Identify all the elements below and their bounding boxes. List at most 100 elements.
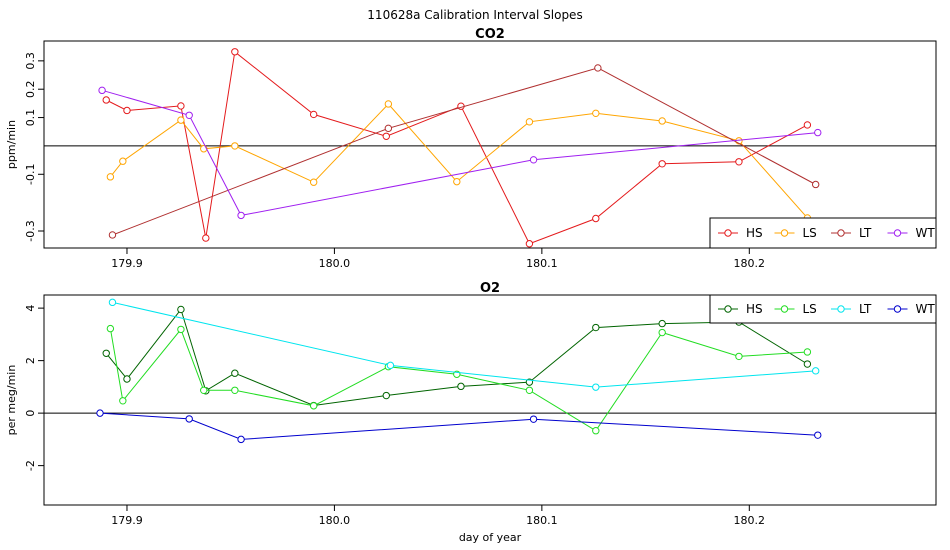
y-tick-label: -0.1 — [24, 164, 37, 185]
y-tick-label: 2 — [24, 357, 37, 364]
legend-label: LT — [859, 226, 872, 240]
data-point — [202, 234, 210, 242]
data-point — [106, 173, 115, 181]
series-lt — [108, 298, 820, 391]
series-ls — [106, 324, 812, 435]
data-point — [803, 121, 812, 129]
data-point — [237, 211, 245, 220]
data-point — [594, 64, 602, 72]
data-point — [592, 214, 600, 223]
data-point — [658, 328, 666, 337]
x-tick-label: 180.0 — [319, 514, 351, 527]
data-point — [177, 305, 185, 314]
data-point — [200, 145, 208, 153]
series-wt — [96, 409, 822, 444]
data-point — [123, 106, 131, 115]
data-point — [185, 111, 193, 119]
data-point — [106, 324, 115, 333]
data-point — [525, 118, 534, 126]
data-point — [98, 86, 106, 95]
series-line — [110, 103, 808, 219]
series-line — [99, 412, 818, 440]
data-point — [231, 369, 239, 377]
data-point — [102, 96, 110, 104]
y-tick-label: 0.2 — [24, 80, 37, 98]
plot-frame — [43, 294, 937, 506]
data-point — [525, 386, 534, 394]
data-point — [592, 427, 600, 435]
figure-title: 110628a Calibration Interval Slopes — [367, 8, 582, 22]
data-point — [382, 132, 390, 140]
legend-marker — [893, 229, 902, 237]
data-point — [811, 367, 820, 375]
y-tick-label: 4 — [24, 305, 37, 312]
legend-label: HS — [746, 302, 763, 316]
legend-marker — [780, 229, 789, 237]
data-point — [384, 124, 393, 133]
x-tick-label: 179.9 — [111, 514, 143, 527]
data-point — [119, 397, 127, 405]
data-point — [177, 325, 185, 334]
data-point — [119, 157, 127, 165]
y-axis-title: ppm/min — [5, 120, 18, 169]
data-point — [658, 160, 666, 168]
legend-marker — [893, 305, 902, 313]
data-point — [658, 117, 666, 125]
data-point — [185, 415, 193, 423]
data-point — [231, 386, 239, 394]
data-point — [457, 382, 465, 391]
data-point — [177, 116, 185, 124]
data-point — [231, 142, 239, 150]
series-ls — [106, 100, 812, 222]
legend-label: HS — [746, 226, 763, 240]
data-point — [96, 409, 104, 417]
series-hs — [102, 48, 812, 248]
o2-panel: O2 per meg/min day of year 179.9 180.0 180.1 1… — [5, 281, 937, 544]
data-point — [108, 298, 117, 307]
x-tick-label: 180.1 — [526, 257, 558, 270]
series-line — [105, 308, 808, 407]
x-axis-title: day of year — [459, 531, 522, 544]
legend-marker — [724, 305, 732, 313]
y-tick-label: 0 — [24, 410, 37, 417]
data-point — [123, 375, 131, 383]
data-point — [592, 109, 600, 118]
data-point — [384, 100, 393, 108]
plot-frame — [43, 40, 937, 249]
data-point — [525, 240, 534, 248]
data-point — [735, 158, 743, 166]
data-point — [814, 431, 822, 439]
data-point — [592, 323, 600, 332]
series-line — [112, 67, 816, 236]
legend: HS LS LT WT — [709, 294, 937, 324]
data-point — [811, 180, 820, 189]
data-point — [102, 349, 110, 357]
data-point — [200, 386, 208, 394]
x-tick-label: 180.2 — [734, 257, 766, 270]
legend-label: LS — [803, 302, 817, 316]
legend-marker — [724, 229, 732, 237]
y-tick-label: -0.3 — [24, 220, 37, 241]
legend-marker — [837, 305, 845, 313]
series-hs — [102, 305, 812, 410]
data-point — [592, 383, 600, 391]
legend-label: LT — [859, 302, 872, 316]
series-lt — [108, 64, 820, 239]
data-point — [814, 128, 822, 137]
x-tick-label: 180.0 — [319, 257, 351, 270]
data-point — [529, 415, 538, 423]
data-point — [803, 348, 812, 356]
data-point — [231, 48, 239, 56]
data-point — [735, 352, 743, 361]
data-point — [386, 361, 395, 370]
y-tick-label: 0.3 — [24, 52, 37, 70]
y-tick-label: 0.1 — [24, 109, 37, 127]
series-wt — [98, 86, 822, 220]
data-point — [177, 102, 185, 110]
data-point — [237, 435, 245, 444]
data-point — [658, 319, 666, 328]
data-point — [382, 391, 390, 400]
legend-label: LS — [803, 226, 817, 240]
data-point — [453, 177, 461, 186]
